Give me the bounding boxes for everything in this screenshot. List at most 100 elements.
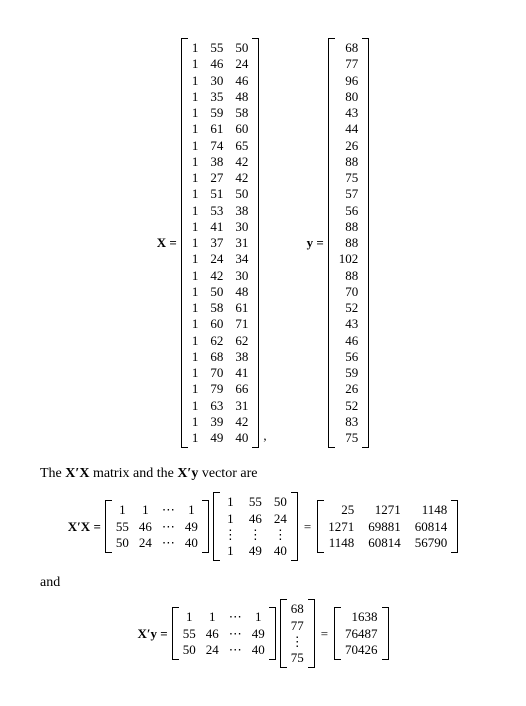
matrix-cell: ⋯ xyxy=(162,519,175,535)
matrix-cell: 1 xyxy=(192,121,199,137)
matrix-cell: ⋯ xyxy=(162,502,175,518)
matrix-cell: 46 xyxy=(235,73,248,89)
xt-matrix-2: 11⋯15546⋯495024⋯40 xyxy=(172,607,276,660)
matrix-cell: 66 xyxy=(235,381,248,397)
matrix-cell: 1 xyxy=(192,284,199,300)
xty-result-vector: 16387648770426 xyxy=(334,607,389,660)
matrix-cell: 68 xyxy=(339,40,359,56)
matrix-cell: 27 xyxy=(210,170,223,186)
matrix-cell: 1 xyxy=(192,349,199,365)
matrix-cell: 62 xyxy=(235,333,248,349)
matrix-cell: 52 xyxy=(339,398,359,414)
matrix-cell: 1 xyxy=(192,333,199,349)
matrix-cell: 1 xyxy=(192,170,199,186)
matrix-cell: 40 xyxy=(252,642,265,658)
matrix-cell: 49 xyxy=(185,519,198,535)
xtx-result-matrix: 25127111481271698816081411486081456790 xyxy=(317,500,458,553)
matrix-cell: 1 xyxy=(192,414,199,430)
matrix-cell: 88 xyxy=(339,219,359,235)
matrix-cell: 1 xyxy=(192,430,199,446)
matrix-cell: 34 xyxy=(235,251,248,267)
matrix-cell: 48 xyxy=(235,284,248,300)
matrix-cell: 40 xyxy=(185,535,198,551)
matrix-cell: 1 xyxy=(252,609,265,625)
matrix-cell: 1148 xyxy=(415,502,448,518)
matrix-cell: 65 xyxy=(235,138,248,154)
matrix-cell: 1 xyxy=(224,494,237,510)
matrix-cell: 53 xyxy=(210,203,223,219)
matrix-cell: 68 xyxy=(210,349,223,365)
matrix-cell: ⋮ xyxy=(249,527,262,543)
matrix-cell: 51 xyxy=(210,186,223,202)
matrix-cell: 1271 xyxy=(368,502,401,518)
matrix-cell: 1 xyxy=(192,398,199,414)
xtx-label: X′X = xyxy=(68,519,101,535)
matrix-cell: 41 xyxy=(210,219,223,235)
matrix-cell: 1148 xyxy=(328,535,354,551)
matrix-cell: 48 xyxy=(235,89,248,105)
matrix-cell: 1 xyxy=(192,40,199,56)
matrix-cell: 1 xyxy=(192,73,199,89)
matrix-cell: 1 xyxy=(192,381,199,397)
matrix-cell: 24 xyxy=(206,642,219,658)
matrix-cell: 42 xyxy=(235,414,248,430)
matrix-cell: 57 xyxy=(339,186,359,202)
and-text: and xyxy=(40,575,506,591)
matrix-cell: 1 xyxy=(206,609,219,625)
matrix-cell: 1 xyxy=(192,138,199,154)
matrix-cell: 60 xyxy=(235,121,248,137)
matrix-cell: 70 xyxy=(339,284,359,300)
matrix-cell: 1 xyxy=(192,251,199,267)
matrix-cell: 1 xyxy=(192,186,199,202)
matrix-cell: 38 xyxy=(210,154,223,170)
y-label: y = xyxy=(307,235,324,251)
matrix-cell: 39 xyxy=(210,414,223,430)
matrix-cell: 55 xyxy=(116,519,129,535)
matrix-cell: 1638 xyxy=(345,609,378,625)
matrix-cell: 1 xyxy=(192,203,199,219)
matrix-cell: 1 xyxy=(185,502,198,518)
matrix-cell: 75 xyxy=(339,170,359,186)
matrix-cell: 46 xyxy=(249,511,262,527)
matrix-cell: 43 xyxy=(339,316,359,332)
matrix-cell: 50 xyxy=(235,186,248,202)
matrix-cell: 50 xyxy=(274,494,287,510)
matrix-cell: 70 xyxy=(210,365,223,381)
matrix-cell: 75 xyxy=(339,430,359,446)
matrix-cell: 24 xyxy=(139,535,152,551)
matrix-cell: 30 xyxy=(210,73,223,89)
matrix-cell: 71 xyxy=(235,316,248,332)
matrix-cell: 1 xyxy=(192,56,199,72)
matrix-cell: 38 xyxy=(235,349,248,365)
xtx-equation: X′X = 11⋯15546⋯495024⋯40 1555014624⋮⋮⋮14… xyxy=(20,492,506,561)
matrix-cell: 56 xyxy=(339,203,359,219)
matrix-cell: 46 xyxy=(210,56,223,72)
matrix-cell: 1 xyxy=(192,235,199,251)
matrix-cell: 75 xyxy=(291,650,304,666)
matrix-cell: 60814 xyxy=(368,535,401,551)
y-short-vector: 6877⋮75 xyxy=(280,599,315,668)
matrix-cell: 1 xyxy=(192,316,199,332)
matrix-cell: 25 xyxy=(328,502,354,518)
matrix-cell: 76487 xyxy=(345,626,378,642)
matrix-cell: 55 xyxy=(210,40,223,56)
matrix-cell: 1 xyxy=(192,154,199,170)
matrix-cell: 1271 xyxy=(328,519,354,535)
matrix-cell: 41 xyxy=(235,365,248,381)
matrix-cell: 26 xyxy=(339,381,359,397)
matrix-cell: 50 xyxy=(210,284,223,300)
equals-2: = xyxy=(319,626,330,642)
matrix-cell: 1 xyxy=(192,300,199,316)
matrix-cell: 55 xyxy=(249,494,262,510)
matrix-cell: 42 xyxy=(235,170,248,186)
matrix-cell: 55 xyxy=(183,626,196,642)
matrix-cell: 24 xyxy=(210,251,223,267)
x-matrix: 1555014624130461354815958161601746513842… xyxy=(181,38,260,448)
matrix-cell: ⋯ xyxy=(229,609,242,625)
matrix-cell: 1 xyxy=(192,268,199,284)
x-label: X = xyxy=(157,235,177,251)
matrix-cell: 31 xyxy=(235,235,248,251)
matrix-cell: 24 xyxy=(274,511,287,527)
matrix-cell: 46 xyxy=(206,626,219,642)
matrix-cell: 60 xyxy=(210,316,223,332)
